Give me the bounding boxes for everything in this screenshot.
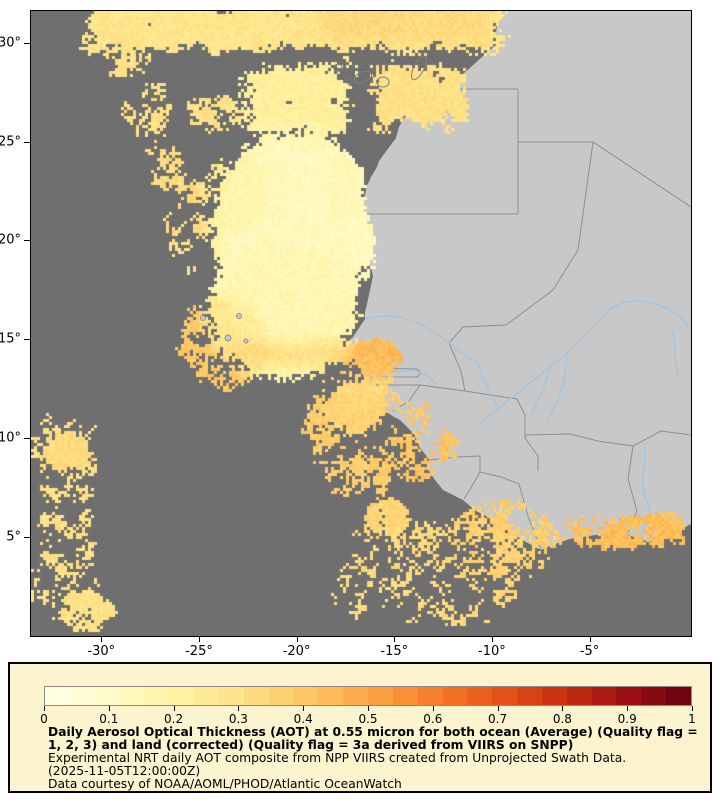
- canary-islands: [333, 55, 428, 88]
- colorbar-tick-label: 0.5: [358, 712, 378, 726]
- island: [353, 70, 373, 84]
- colorbar-cell: [616, 687, 642, 705]
- x-tick: [101, 636, 103, 642]
- legend-caption: Daily Aerosol Optical Thickness (AOT) at…: [48, 726, 700, 791]
- island: [236, 313, 242, 319]
- x-tick: [198, 636, 200, 642]
- colorbar-gradient: [44, 686, 692, 706]
- island: [376, 76, 390, 88]
- colorbar-cell: [492, 687, 518, 705]
- colorbar-cell: [243, 687, 269, 705]
- colorbar-tick: [238, 706, 240, 711]
- colorbar-tick-label: 1: [688, 712, 696, 726]
- colorbar-cell: [144, 687, 170, 705]
- colorbar-cell: [367, 687, 393, 705]
- x-tick-label: -5°: [579, 644, 600, 659]
- legend-title: Daily Aerosol Optical Thickness (AOT) at…: [48, 725, 698, 752]
- aerosol-raster: [31, 11, 691, 636]
- island: [333, 63, 343, 73]
- y-tick: [24, 537, 30, 539]
- colorbar-tick-label: 0.3: [228, 712, 248, 726]
- colorbar-cell: [417, 687, 443, 705]
- legend-line-experimental: Experimental NRT daily AOT composite fro…: [48, 751, 627, 765]
- y-tick: [24, 339, 30, 341]
- colorbar-cell: [69, 687, 95, 705]
- islands-overlay: [200, 55, 428, 344]
- colorbar-cell: [218, 687, 244, 705]
- colorbar-cell: [467, 687, 493, 705]
- island: [410, 55, 428, 81]
- x-tick-label: -30°: [87, 644, 116, 659]
- y-tick: [24, 141, 30, 143]
- colorbar-tick-label: 0.9: [617, 712, 637, 726]
- colorbar-cell: [591, 687, 617, 705]
- colorbar-tick: [303, 706, 305, 711]
- colorbar-cell: [268, 687, 294, 705]
- y-tick: [24, 438, 30, 440]
- colorbar-cell: [45, 687, 70, 705]
- y-tick: [24, 240, 30, 242]
- y-tick-label: 25°: [0, 134, 21, 149]
- colorbar-labels: 0 0.1 0.2 0.3 0.4 0.5 0.6 0.7 0.8 0.9 1: [40, 711, 696, 726]
- colorbar-cell: [119, 687, 145, 705]
- y-tick-label: 20°: [0, 232, 21, 248]
- colorbar-cell: [541, 687, 567, 705]
- colorbar-tick-label: 0.7: [488, 712, 508, 726]
- island: [224, 334, 232, 342]
- colorbar-cell: [442, 687, 468, 705]
- colorbar-tick-label: 0.8: [552, 712, 572, 726]
- x-tick-label: -10°: [478, 644, 506, 659]
- colorbar-tick-label: 0.4: [293, 712, 313, 726]
- x-axis: -30° -25° -20° -15° -10° -5°: [31, 636, 691, 670]
- colorbar-cell: [194, 687, 219, 705]
- colorbar-tick: [432, 706, 434, 711]
- colorbar-cell: [566, 687, 592, 705]
- cape-verde-islands: [200, 313, 249, 344]
- colorbar-cell: [94, 687, 120, 705]
- island: [345, 77, 353, 85]
- colorbar-tick: [173, 706, 175, 711]
- colorbar-tick-label: 0.6: [423, 712, 443, 726]
- island: [243, 338, 249, 344]
- colorbar-cell: [318, 687, 344, 705]
- y-axis: 30° 25° 20° 15° 10° 5°: [0, 11, 30, 636]
- colorbar-tick: [108, 706, 110, 711]
- y-tick: [24, 42, 30, 44]
- colorbar-tick-label: 0: [40, 712, 48, 726]
- x-tick: [491, 636, 493, 642]
- island: [200, 315, 206, 321]
- x-tick-label: -20°: [282, 644, 311, 659]
- legend-line-timestamp: (2025-11-05T12:00:00Z): [48, 764, 201, 778]
- x-tick-label: -25°: [185, 644, 213, 659]
- colorbar-cell: [666, 687, 691, 705]
- x-tick: [394, 636, 396, 642]
- x-tick: [589, 636, 591, 642]
- y-tick-label: 15°: [0, 331, 21, 347]
- colorbar: 0 0.1 0.2 0.3 0.4 0.5 0.6 0.7 0.8 0.9 1: [40, 686, 696, 726]
- colorbar-tick: [44, 706, 45, 711]
- colorbar-cell: [641, 687, 667, 705]
- colorbar-tick: [368, 706, 369, 711]
- y-tick-label: 10°: [0, 430, 21, 446]
- colorbar-tick: [497, 706, 499, 711]
- x-tick: [296, 636, 298, 642]
- colorbar-cell: [392, 687, 418, 705]
- colorbar-cell: [169, 687, 195, 705]
- colorbar-tick: [562, 706, 564, 711]
- x-tick-label: -15°: [380, 644, 409, 659]
- colorbar-tick-label: 0.1: [99, 712, 119, 726]
- colorbar-ticks: [44, 706, 693, 711]
- colorbar-tick: [692, 706, 693, 711]
- colorbar-cell: [343, 687, 368, 705]
- colorbar-cell: [517, 687, 542, 705]
- map-plot: [30, 10, 692, 637]
- y-tick-label: 5°: [6, 529, 21, 545]
- y-tick-label: 30°: [0, 35, 21, 51]
- legend-panel: 0 0.1 0.2 0.3 0.4 0.5 0.6 0.7 0.8 0.9 1 Daily Aero…: [8, 662, 712, 793]
- colorbar-cell: [293, 687, 319, 705]
- colorbar-tick: [627, 706, 629, 711]
- legend-line-courtesy: Data courtesy of NOAA/AOML/PHOD/Atlantic…: [48, 777, 402, 791]
- colorbar-tick-label: 0.2: [164, 712, 184, 726]
